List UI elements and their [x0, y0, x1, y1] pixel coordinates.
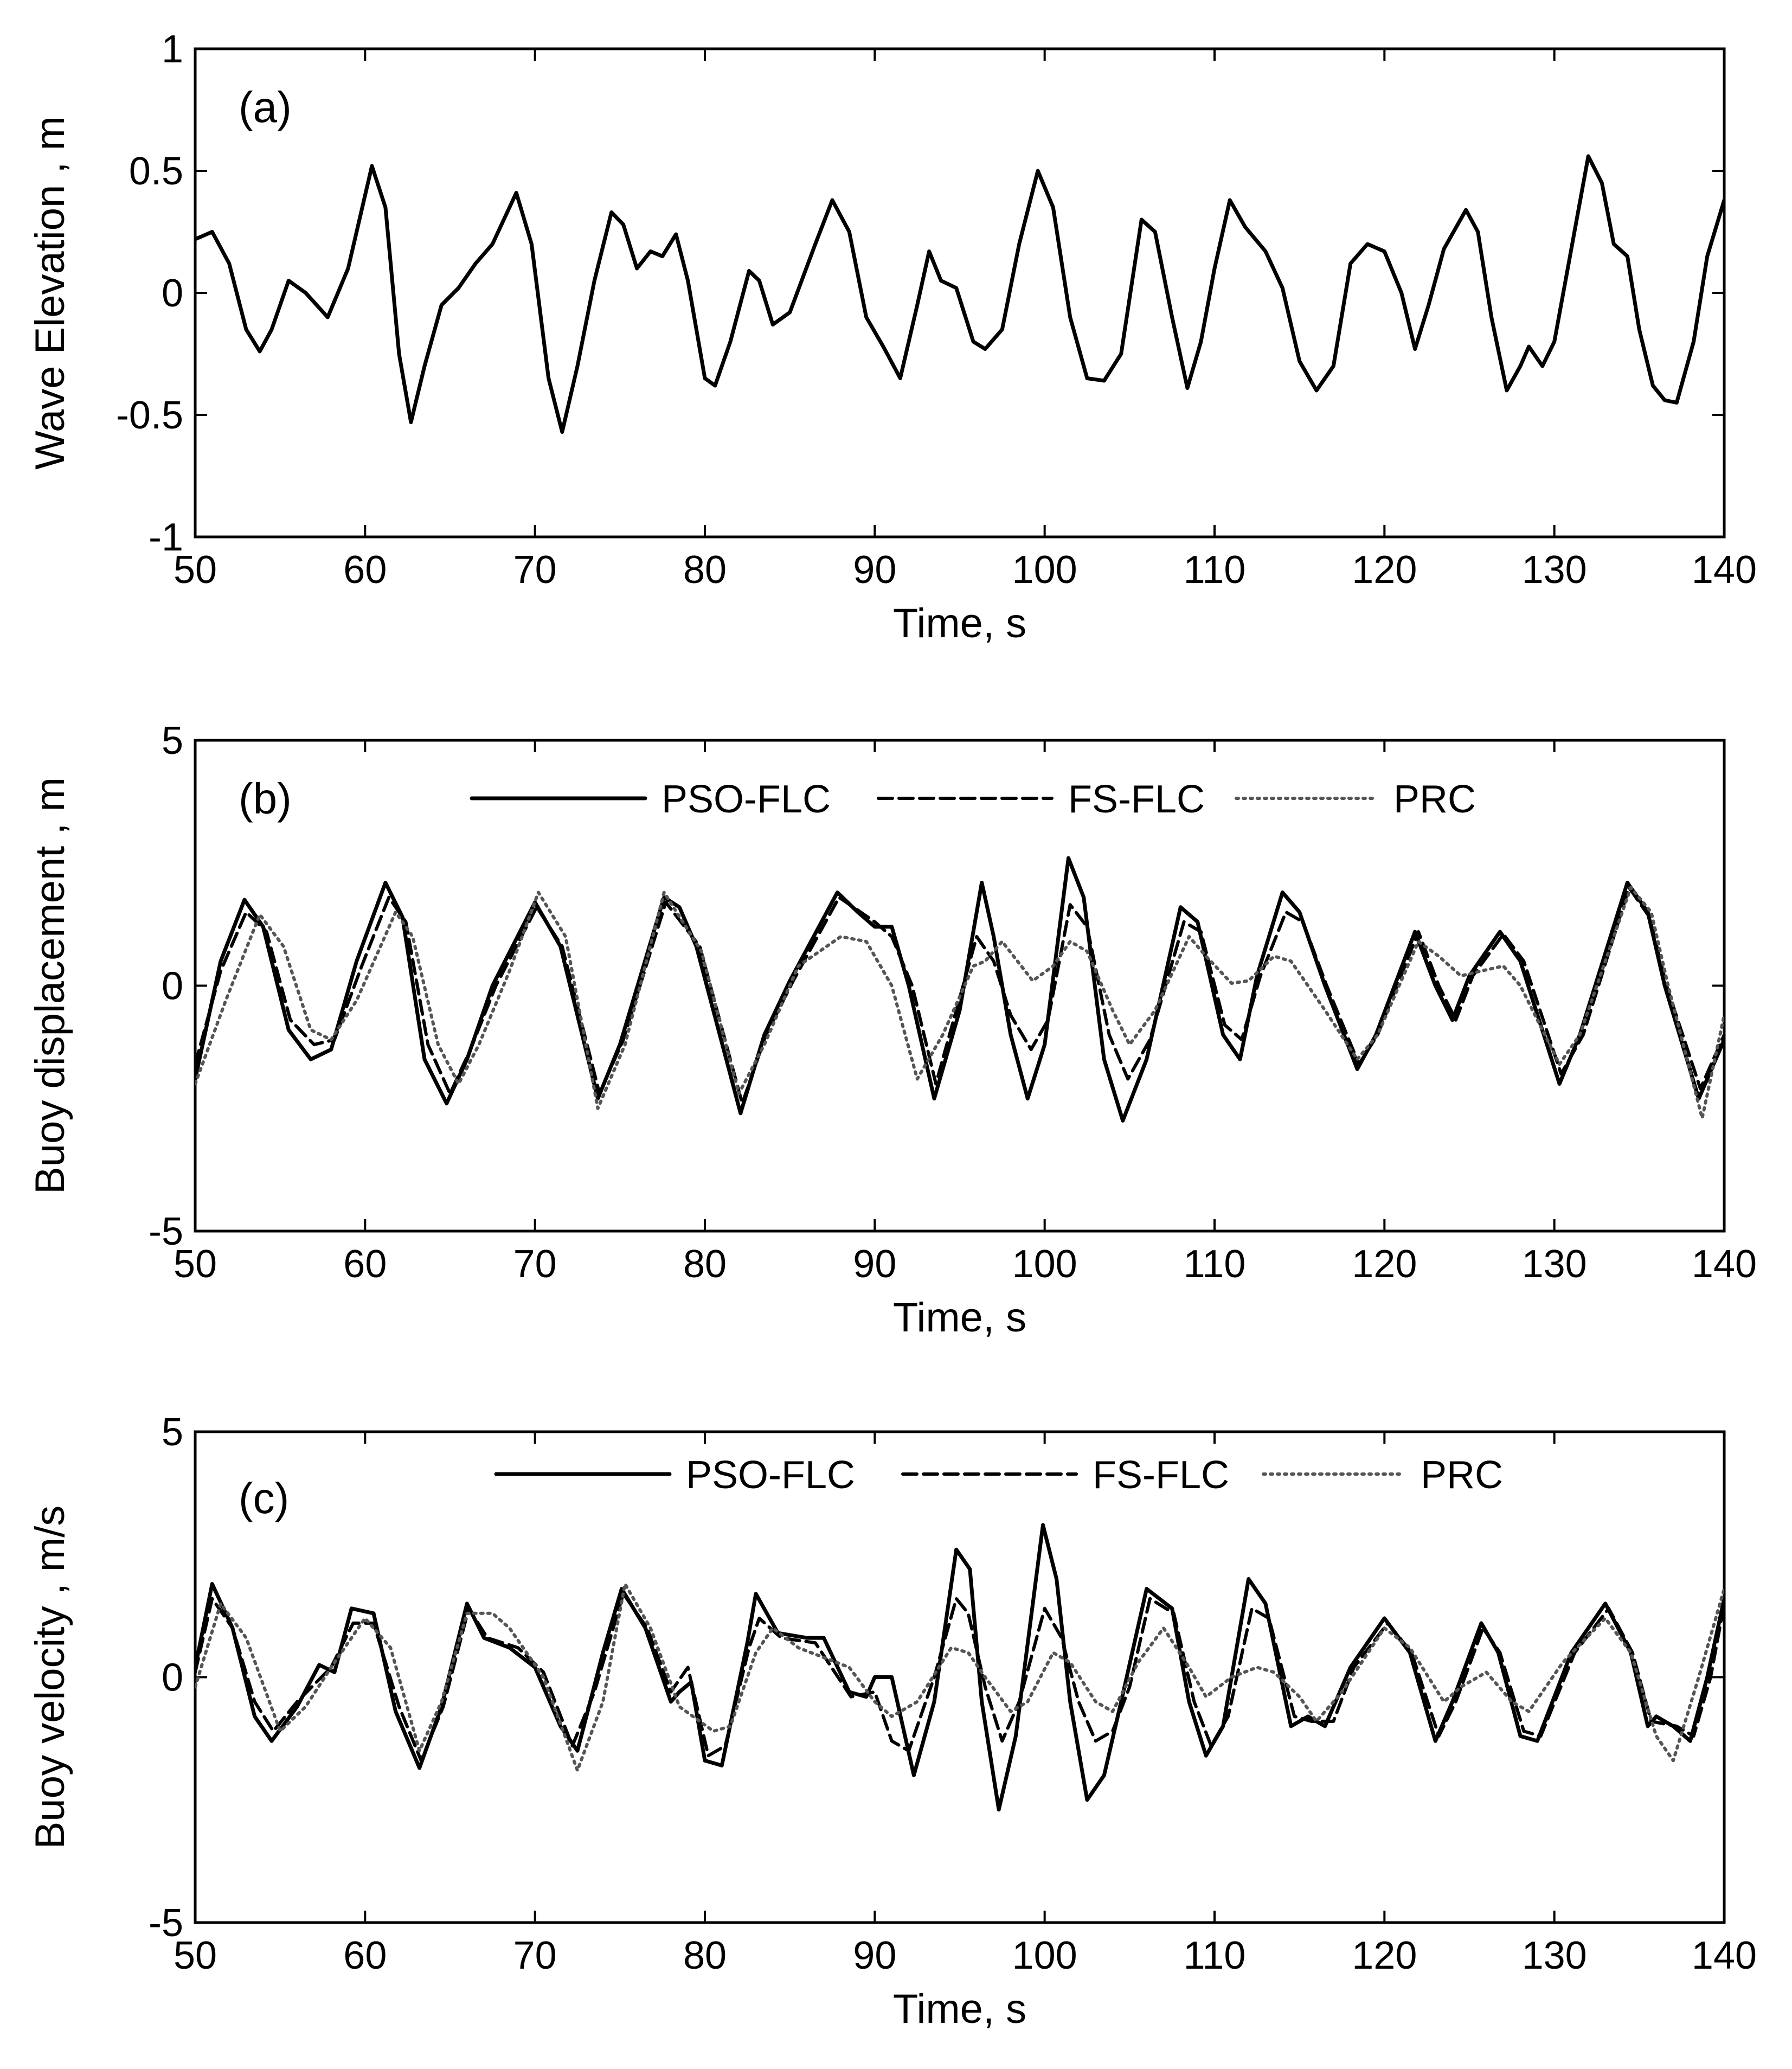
y-tick-label: 5 [162, 719, 183, 763]
panel-b: 50 60 70 80 90 100 110 120 130 140 -5 0 5 Time, s Buoy… [27, 719, 1757, 1341]
x-tick-label: 70 [513, 1242, 557, 1286]
x-tick-label: 140 [1692, 1242, 1757, 1286]
x-tick-label: 70 [513, 1934, 557, 1977]
x-tick-label: 90 [853, 1934, 896, 1977]
y-tick-label: -0.5 [116, 394, 183, 437]
legend-entry: FS-FLC [1068, 778, 1205, 821]
y-tick-label: 0.5 [129, 150, 183, 193]
legend-entry: PRC [1421, 1453, 1503, 1497]
series-wave-elevation [195, 154, 1724, 434]
y-tick-label: 0 [162, 272, 183, 315]
legend-entry: PSO-FLC [686, 1453, 855, 1497]
x-tick-label: 60 [343, 548, 387, 592]
x-tick-label: 100 [1012, 548, 1077, 592]
y-axis-label: Wave Elevation , m [27, 116, 73, 470]
x-axis-label: Time, s [893, 1295, 1026, 1341]
x-tick-label: 110 [1184, 548, 1246, 592]
legend: PSO-FLC FS-FLC PRC [470, 778, 1476, 821]
y-tick-label: 5 [162, 1411, 183, 1454]
x-tick-label: 120 [1352, 548, 1417, 592]
panel-label: (b) [239, 774, 292, 823]
x-tick-label: 80 [683, 548, 727, 592]
y-axis-label: Buoy displacement , m [27, 777, 73, 1194]
series-fs-flc [195, 1592, 1724, 1763]
x-axis-label: Time, s [893, 1986, 1026, 2032]
series-pso-flc [195, 1523, 1724, 1812]
y-tick-label: -5 [149, 1901, 183, 1945]
x-tick-label: 110 [1184, 1242, 1246, 1286]
panel-label: (c) [239, 1474, 289, 1522]
x-tick-label: 60 [343, 1242, 387, 1286]
legend: PSO-FLC FS-FLC PRC [494, 1453, 1503, 1497]
y-tick-label: -1 [149, 516, 183, 559]
legend-entry: PRC [1393, 778, 1476, 821]
x-tick-label: 110 [1184, 1934, 1246, 1977]
x-tick-label: 100 [1012, 1242, 1077, 1286]
series-fs-flc [195, 886, 1724, 1105]
x-axis-label: Time, s [893, 600, 1026, 646]
x-tick-label: 70 [513, 548, 557, 592]
y-axis-label: Buoy velocity , m/s [27, 1506, 73, 1849]
x-tick-label: 80 [683, 1934, 727, 1977]
plot-frame [194, 739, 1726, 1233]
x-tick-label: 120 [1352, 1242, 1417, 1286]
x-tick-label: 140 [1692, 1934, 1757, 1977]
x-tick-label: 130 [1522, 1934, 1587, 1977]
x-tick-label: 50 [174, 548, 217, 592]
series-prc [195, 1582, 1724, 1772]
x-tick-label: 60 [343, 1934, 387, 1977]
x-tick-label: 90 [853, 548, 896, 592]
series-prc [195, 886, 1724, 1120]
x-tick-label: 140 [1692, 548, 1757, 592]
panel-c: 50 60 70 80 90 100 110 120 130 140 -5 0 5 Time, s Buoy… [27, 1411, 1757, 2032]
y-tick-label: 0 [162, 1656, 183, 1700]
x-tick-label: 130 [1522, 548, 1587, 592]
x-tick-label: 50 [174, 1934, 217, 1977]
y-tick-label: 1 [162, 28, 183, 71]
x-tick-label: 80 [683, 1242, 727, 1286]
series-pso-flc [195, 856, 1724, 1123]
panel-label: (a) [239, 83, 292, 131]
x-tick-label: 100 [1012, 1934, 1077, 1977]
y-tick-label: 0 [162, 965, 183, 1008]
x-tick-label: 120 [1352, 1934, 1417, 1977]
legend-entry: FS-FLC [1093, 1453, 1229, 1497]
x-tick-label: 90 [853, 1242, 896, 1286]
panel-a: 50 60 70 80 90 100 110 120 130 140 -1 -0.5 0 0.5 1 Time… [27, 28, 1757, 646]
plot-frame [194, 1430, 1726, 1924]
x-tick-label: 130 [1522, 1242, 1587, 1286]
y-tick-label: -5 [149, 1210, 183, 1253]
legend-entry: PSO-FLC [661, 778, 831, 821]
x-tick-label: 50 [174, 1242, 217, 1286]
